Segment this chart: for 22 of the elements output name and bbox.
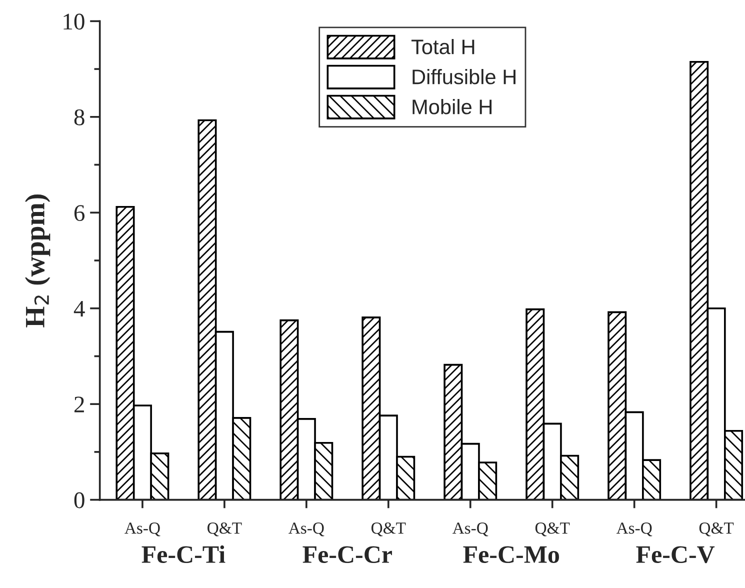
x-tick-label: Q&T: [371, 522, 406, 536]
x-tick-label: Q&T: [208, 522, 242, 536]
text: Fe-C-Cr: [302, 546, 392, 563]
y-tick-label: 2: [74, 396, 84, 412]
x-tick-label: As-Q: [452, 522, 488, 536]
y-tick-label: 4: [74, 300, 85, 317]
y-tick-label: 8: [74, 109, 84, 126]
legend-label: Mobile H: [412, 98, 492, 114]
y-tick-label: 0: [74, 492, 84, 508]
x-tick-label: Q&T: [699, 522, 734, 536]
x-tick-label: As-Q: [288, 522, 324, 536]
y-tick-label: 6: [74, 205, 85, 222]
y-axis-title: H$_{2}$ (wppm): [24, 194, 50, 328]
x-tick-label: As-Q: [124, 522, 160, 536]
text: Fe-C-Mo: [463, 546, 559, 563]
y-tick-label: 10: [64, 14, 84, 30]
x-tick-label: As-Q: [616, 522, 652, 536]
legend-label: Diffusible H: [412, 68, 516, 84]
text: Fe-C-Ti: [142, 545, 226, 563]
text: Fe-C-V: [636, 546, 715, 564]
x-tick-label: Q&T: [535, 522, 570, 536]
legend-label: Total H: [411, 38, 474, 54]
